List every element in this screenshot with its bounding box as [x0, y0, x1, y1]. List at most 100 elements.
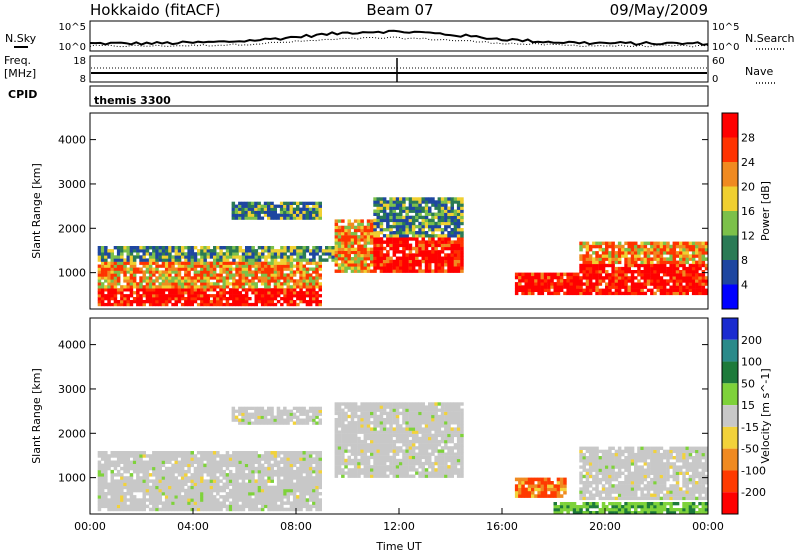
heat-cell	[405, 263, 409, 267]
heat-cell	[438, 269, 442, 273]
heat-cell	[409, 250, 413, 254]
heat-cell	[296, 457, 300, 461]
heat-cell	[149, 300, 153, 303]
heat-cell	[187, 262, 191, 265]
heat-cell	[258, 479, 262, 483]
heat-cell	[348, 471, 352, 474]
heat-cell	[579, 254, 583, 257]
heat-cell	[257, 419, 261, 422]
heat-cell	[386, 459, 390, 462]
heat-cell	[191, 495, 195, 499]
heat-cell	[242, 252, 246, 255]
freq-panel: 18 8 60 0 Freq. [MHz] Nave	[4, 54, 776, 85]
heat-cell	[296, 501, 300, 505]
heat-cell	[628, 289, 632, 292]
heat-cell	[380, 462, 384, 465]
heat-cell	[104, 303, 108, 306]
heat-cell	[386, 421, 390, 424]
heat-cell	[370, 232, 374, 235]
heat-cell	[380, 459, 384, 462]
heat-cell	[111, 451, 115, 455]
heat-cell	[573, 292, 577, 296]
heat-cell	[566, 273, 570, 277]
heat-cell	[457, 219, 461, 222]
heat-cell	[123, 486, 127, 490]
heat-cell	[197, 457, 201, 461]
heat-cell	[431, 446, 435, 449]
heat-cell	[692, 270, 696, 273]
heat-cell	[255, 258, 259, 261]
heat-cell	[181, 476, 185, 480]
heat-cell	[245, 416, 249, 419]
heat-cell	[232, 246, 236, 249]
heat-cell	[303, 258, 307, 261]
heat-cell	[644, 286, 648, 289]
heat-cell	[258, 291, 262, 294]
heat-cell	[213, 467, 217, 471]
heat-cell	[595, 279, 599, 282]
heat-cell	[184, 473, 188, 477]
heat-cell	[242, 255, 246, 258]
heat-cell	[380, 237, 384, 241]
heat-cell	[444, 237, 448, 241]
heat-cell	[203, 294, 207, 297]
heat-cell	[283, 249, 287, 252]
heat-cell	[409, 263, 413, 267]
freq-unit: [MHz]	[4, 67, 36, 80]
heat-cell	[377, 418, 381, 421]
nsearch-tick-top: 10^5	[712, 22, 739, 33]
heat-cell	[338, 437, 342, 440]
heat-cell	[351, 468, 355, 471]
heat-cell	[117, 255, 121, 258]
heat-cell	[238, 422, 242, 425]
heat-cell	[111, 303, 115, 306]
heat-cell	[425, 437, 429, 440]
heat-cell	[226, 258, 230, 261]
heat-cell	[457, 263, 461, 267]
heat-cell	[412, 203, 416, 206]
heat-cell	[669, 261, 673, 265]
heat-cell	[178, 288, 182, 291]
heat-cell	[377, 200, 381, 203]
heat-cell	[200, 476, 204, 480]
heat-cell	[354, 248, 358, 251]
heat-cell	[123, 297, 127, 300]
heat-cell	[634, 257, 638, 261]
heat-cell	[229, 473, 233, 477]
heat-cell	[248, 454, 252, 458]
heat-cell	[521, 273, 525, 277]
heat-cell	[245, 291, 249, 294]
heat-cell	[315, 483, 319, 487]
heat-cell	[175, 483, 179, 487]
heat-cell	[396, 216, 400, 219]
heat-cell	[644, 245, 648, 249]
heat-cell	[274, 470, 278, 474]
heat-cell	[428, 257, 432, 261]
heat-cell	[521, 292, 525, 296]
heat-cell	[383, 257, 387, 261]
heat-cell	[283, 479, 287, 483]
heat-cell	[434, 269, 438, 273]
heat-cell	[415, 453, 419, 456]
heat-cell	[191, 291, 195, 294]
heat-cell	[178, 282, 182, 285]
heat-cell	[303, 270, 307, 273]
heat-cell	[357, 431, 361, 434]
heat-cell	[595, 251, 599, 255]
heat-cell	[615, 273, 619, 276]
heat-cell	[351, 238, 355, 241]
heat-cell	[637, 248, 641, 252]
heat-cell	[422, 237, 426, 241]
heat-cell	[143, 489, 147, 493]
heat-cell	[348, 405, 352, 408]
heat-cell	[454, 269, 458, 273]
heat-cell	[184, 505, 188, 509]
heat-cell	[348, 238, 352, 241]
heat-cell	[299, 464, 303, 468]
heat-cell	[357, 443, 361, 446]
heat-cell	[451, 231, 455, 234]
heat-cell	[319, 265, 323, 268]
heat-cell	[579, 248, 583, 252]
heat-cell	[550, 292, 554, 296]
heat-cell	[676, 251, 680, 255]
